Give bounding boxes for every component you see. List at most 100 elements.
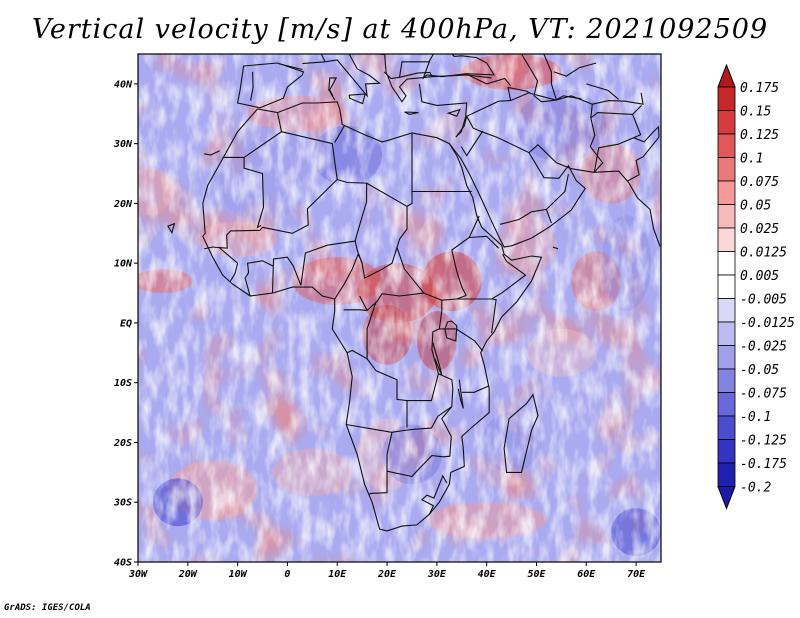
colorbar-top-arrow [717, 63, 736, 88]
iberia-coastline [236, 62, 305, 109]
political-border [456, 92, 530, 137]
lat-tick-label: 40S [114, 558, 132, 569]
lat-tick-label: EQ [120, 318, 132, 329]
socotra-coastline [552, 246, 559, 250]
political-border [460, 130, 484, 157]
colorbar-swatch [717, 415, 736, 440]
canary-islands [204, 150, 220, 156]
colorbar-label: -0.025 [740, 340, 787, 355]
political-border [368, 471, 388, 495]
streak-texture [138, 54, 661, 562]
political-border [439, 328, 484, 352]
political-border [334, 252, 363, 300]
political-border [346, 349, 408, 428]
africa-coastline [202, 101, 543, 532]
colorbar-label: -0.125 [740, 434, 787, 449]
political-border [491, 253, 527, 300]
colorbar-swatch [717, 321, 736, 346]
colorbar-label: 0.025 [740, 222, 779, 237]
political-border [545, 209, 552, 224]
lon-tick-label: 30W [128, 569, 148, 580]
lon-tick-label: 10W [229, 569, 248, 580]
political-border [271, 256, 302, 294]
colorbar-label: -0.05 [740, 363, 779, 378]
madagascar-coastline [503, 393, 539, 473]
political-border [461, 385, 490, 393]
colorbar-swatch [717, 180, 736, 205]
political-border [354, 240, 398, 279]
political-border [451, 215, 480, 296]
political-border [320, 54, 326, 62]
latitude-axis: 40N 30N 20N 10N EQ 10S 20S 30S 40S [113, 79, 138, 569]
colorbar-swatch [717, 133, 736, 158]
political-border [278, 63, 303, 71]
political-border [593, 114, 642, 173]
political-border [555, 95, 582, 101]
colorbar-swatch [717, 204, 736, 229]
political-border [262, 179, 338, 234]
colorbar-label: -0.1 [740, 410, 771, 425]
colorbar-swatch [717, 251, 736, 276]
lon-tick-label: 20E [377, 569, 397, 580]
colorbar-swatch [717, 274, 736, 299]
political-border [366, 182, 467, 301]
colorbar-swatch [717, 439, 736, 464]
lon-tick-label: 50E [527, 569, 546, 580]
lon-tick-label: 60E [577, 569, 596, 580]
colorbar-label: -0.005 [740, 293, 787, 308]
colorbar-swatch [717, 157, 736, 182]
political-border [406, 191, 413, 207]
lon-tick-label: 20W [178, 569, 198, 580]
political-border [466, 73, 512, 87]
political-border [386, 406, 453, 478]
black-sea-coastline [422, 54, 496, 80]
lat-tick-label: 20S [113, 438, 132, 449]
map-title: Vertical velocity [m/s] at 400hPa, VT: 2… [31, 14, 769, 45]
colorbar-label: 0.05 [740, 199, 771, 214]
lat-tick-label: 20N [113, 199, 133, 210]
arabia-india-coastline [448, 143, 661, 248]
lake-malawi [457, 379, 464, 409]
crete-coastline [404, 111, 419, 115]
political-border [420, 474, 448, 515]
political-border [300, 240, 356, 286]
colorbar-label: 0.175 [740, 81, 779, 96]
lake-tanganyika [432, 342, 443, 376]
velocity-field [138, 54, 661, 562]
political-border [250, 71, 254, 101]
caspian-coastline [521, 54, 558, 103]
political-border [590, 105, 642, 119]
political-border [553, 62, 597, 77]
colorbar-label: 0.075 [740, 175, 779, 190]
plot-frame [137, 53, 662, 563]
political-border [343, 309, 368, 311]
political-border [466, 115, 530, 154]
lon-tick-label: 0 [284, 569, 290, 580]
colorbar-swatch [717, 110, 736, 135]
italy-coastline [302, 54, 382, 98]
colorbar-swatch [717, 86, 736, 111]
lat-tick-label: 30N [113, 139, 133, 150]
sicily-coastline [348, 93, 366, 105]
political-border [456, 298, 497, 334]
colorbar-swatch [717, 298, 736, 323]
colorbar: 0.175 0.15 0.125 0.1 0.075 0.05 0.025 0.0125 0.0… [717, 63, 795, 510]
lon-tick-label: 40E [478, 569, 497, 580]
political-border [499, 173, 569, 225]
political-border [359, 292, 424, 312]
political-border [346, 423, 392, 433]
political-border [204, 246, 239, 282]
longitude-axis: 30W 20W 10W 0 10E 20E 30E 40E 50E 60E 70E [128, 562, 646, 580]
colorbar-bottom-arrow [717, 486, 736, 510]
political-border [281, 131, 368, 242]
colorbar-label: 0.005 [740, 269, 779, 284]
colorbar-swatch [717, 462, 736, 487]
colorbar-label: 0.0125 [740, 246, 787, 261]
colorbar-swatch [717, 227, 736, 252]
political-border [592, 92, 644, 105]
cyprus-coastline [446, 108, 461, 117]
colorbar-label: 0.15 [740, 105, 771, 120]
colorbar-swatch [717, 345, 736, 370]
political-border [366, 301, 377, 359]
